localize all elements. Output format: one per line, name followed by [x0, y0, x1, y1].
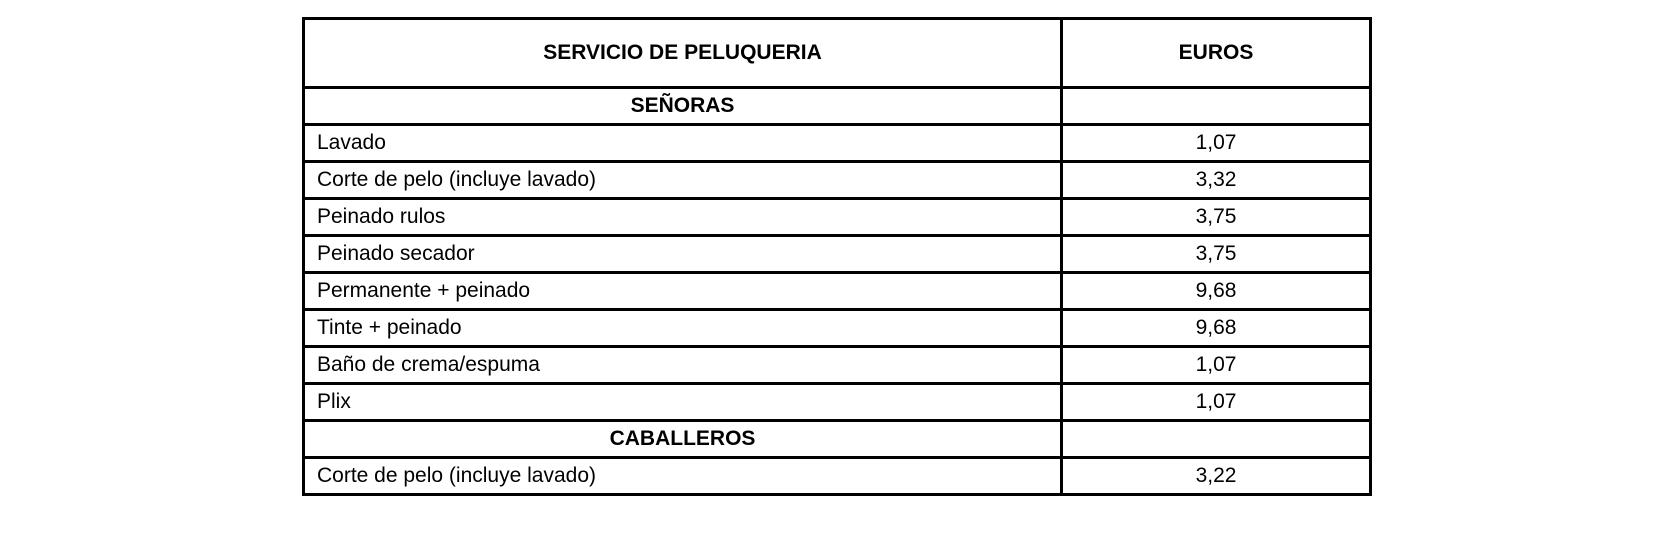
- table-row: Corte de pelo (incluye lavado) 3,32: [302, 160, 1372, 200]
- service-name: Peinado secador: [302, 234, 1063, 274]
- service-name: Tinte + peinado: [302, 308, 1063, 348]
- table-row: Peinado rulos 3,75: [302, 197, 1372, 237]
- service-name: Corte de pelo (incluye lavado): [302, 456, 1063, 496]
- header-row: SERVICIO DE PELUQUERIA EUROS: [302, 17, 1372, 89]
- price: 1,07: [1060, 123, 1372, 163]
- price-table: SERVICIO DE PELUQUERIA EUROS SEÑORAS Lava…: [302, 17, 1372, 496]
- price: 3,22: [1060, 456, 1372, 496]
- table-row: Tinte + peinado 9,68: [302, 308, 1372, 348]
- table-row: Corte de pelo (incluye lavado) 3,22: [302, 456, 1372, 496]
- section-title: SEÑORAS: [302, 86, 1063, 126]
- section-row: CABALLEROS: [302, 419, 1372, 459]
- table-row: Permanente + peinado 9,68: [302, 271, 1372, 311]
- price: 3,75: [1060, 234, 1372, 274]
- service-name: Corte de pelo (incluye lavado): [302, 160, 1063, 200]
- table-row: Baño de crema/espuma 1,07: [302, 345, 1372, 385]
- price: 9,68: [1060, 308, 1372, 348]
- table-row: Lavado 1,07: [302, 123, 1372, 163]
- price: 9,68: [1060, 271, 1372, 311]
- header-euros: EUROS: [1060, 17, 1372, 89]
- section-title: CABALLEROS: [302, 419, 1063, 459]
- price: 1,07: [1060, 345, 1372, 385]
- header-service: SERVICIO DE PELUQUERIA: [302, 17, 1063, 89]
- price: 1,07: [1060, 382, 1372, 422]
- table-row: Plix 1,07: [302, 382, 1372, 422]
- service-name: Plix: [302, 382, 1063, 422]
- section-empty-cell: [1060, 419, 1372, 459]
- section-empty-cell: [1060, 86, 1372, 126]
- price: 3,75: [1060, 197, 1372, 237]
- service-name: Lavado: [302, 123, 1063, 163]
- service-name: Peinado rulos: [302, 197, 1063, 237]
- service-name: Permanente + peinado: [302, 271, 1063, 311]
- section-row: SEÑORAS: [302, 86, 1372, 126]
- table-row: Peinado secador 3,75: [302, 234, 1372, 274]
- price: 3,32: [1060, 160, 1372, 200]
- service-name: Baño de crema/espuma: [302, 345, 1063, 385]
